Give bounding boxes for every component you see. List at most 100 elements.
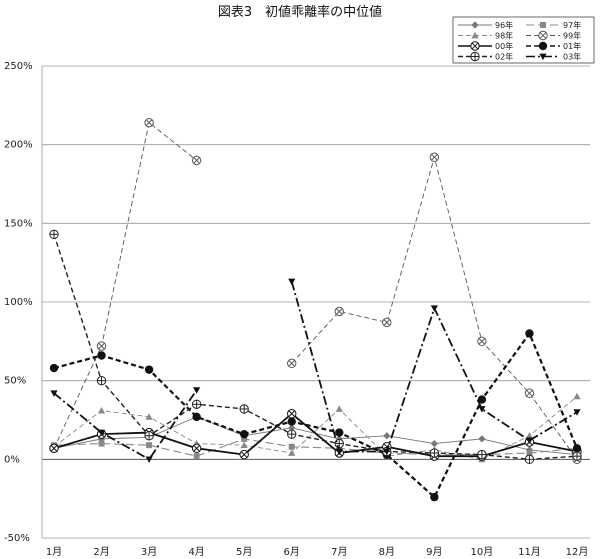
data-point [287,417,296,426]
data-point [50,390,58,397]
data-point [49,443,59,454]
legend-item: 96年 [458,20,513,30]
y-tick-label: 150% [4,218,33,229]
legend-item: 02年 [458,52,513,62]
y-axis-ticks: 250% 200% 150% 100% 50% 0% -50% [4,61,33,544]
legend: 96年 97年 98年 99年 00年 01年 02年 03年 [452,16,595,64]
data-point [191,443,202,454]
y-tick-label: 50% [4,376,26,387]
data-point [335,428,344,437]
data-point [288,443,295,450]
data-point [287,358,297,369]
data-point [478,406,486,413]
data-point [477,336,487,347]
data-point [525,329,534,338]
data-point [192,412,201,422]
data-point [429,152,440,162]
gridlines [41,65,590,539]
data-point [334,306,344,317]
data-point [524,454,535,465]
series-01年 [49,329,582,502]
series-line [53,412,578,458]
legend-label: 97年 [563,20,581,30]
data-point [477,449,487,460]
chart-title: 図表3 初値乖離率の中位値 [218,4,382,20]
x-tick-label: 8月 [379,546,395,558]
data-point [98,440,105,447]
data-point [572,444,582,453]
data-point [191,399,202,409]
data-point [477,395,487,404]
legend-item: 00年 [458,41,513,51]
data-point [97,351,106,360]
legend-marker [540,22,546,28]
data-point [145,413,153,420]
legend-marker [470,51,480,62]
data-point [430,305,438,312]
legend-label: 01年 [563,41,581,51]
data-point [191,155,202,166]
data-point [573,392,581,400]
x-tick-label: 12月 [566,546,589,558]
data-point [239,429,249,439]
series-00年 [49,409,582,461]
legend-marker [471,31,479,39]
legend-label: 02年 [495,52,513,62]
legend-marker [471,21,479,29]
legend-marker [539,53,547,61]
x-tick-label: 11月 [518,546,541,558]
y-tick-label: -50% [4,533,30,544]
data-point [288,424,296,432]
series-line [53,331,579,499]
legend-marker [470,41,480,51]
x-tick-label: 3月 [141,546,157,558]
data-point [525,437,534,445]
series-line [53,234,578,461]
legend-label: 96年 [495,20,513,30]
data-point [97,429,106,437]
data-point [144,431,154,441]
data-point [96,341,107,351]
data-point [239,404,249,414]
data-point [144,117,154,128]
legend-label: 00年 [495,41,513,51]
series-line [53,389,198,461]
data-point [288,449,296,456]
data-point [287,409,297,419]
data-point [240,441,248,449]
x-tick-label: 2月 [93,546,109,558]
data-point [382,317,392,328]
data-point [287,429,297,439]
legend-item: 03年 [526,52,581,62]
data-point [525,446,534,454]
series-line [53,416,578,456]
legend-marker [538,30,548,41]
x-tick-label: 5月 [236,546,252,558]
x-tick-label: 4月 [188,546,204,558]
legend-item: 98年 [458,31,513,41]
data-point [383,432,391,440]
data-point [383,448,391,456]
data-point [429,448,440,458]
data-point [288,278,296,286]
x-tick-label: 6月 [284,546,300,558]
data-point [478,435,486,443]
x-tick-label: 1月 [46,546,62,558]
data-point [49,229,59,240]
data-point [335,448,343,456]
series-96年 [50,413,581,459]
data-point [239,449,249,460]
series-line [53,438,578,457]
data-point [49,363,59,373]
y-tick-label: 0% [4,454,20,465]
series-group [49,117,582,502]
legend-item: 01年 [526,41,581,51]
data-point [430,492,439,502]
legend-item: 97年 [526,20,581,30]
y-tick-label: 250% [4,61,33,72]
series-line [53,396,578,460]
y-tick-label: 200% [4,140,33,151]
x-tick-label: 10月 [471,546,494,558]
x-axis-ticks: 1月 2月 3月 4月 5月 6月 7月 8月 9月 10月 11月 12月 [46,546,589,558]
